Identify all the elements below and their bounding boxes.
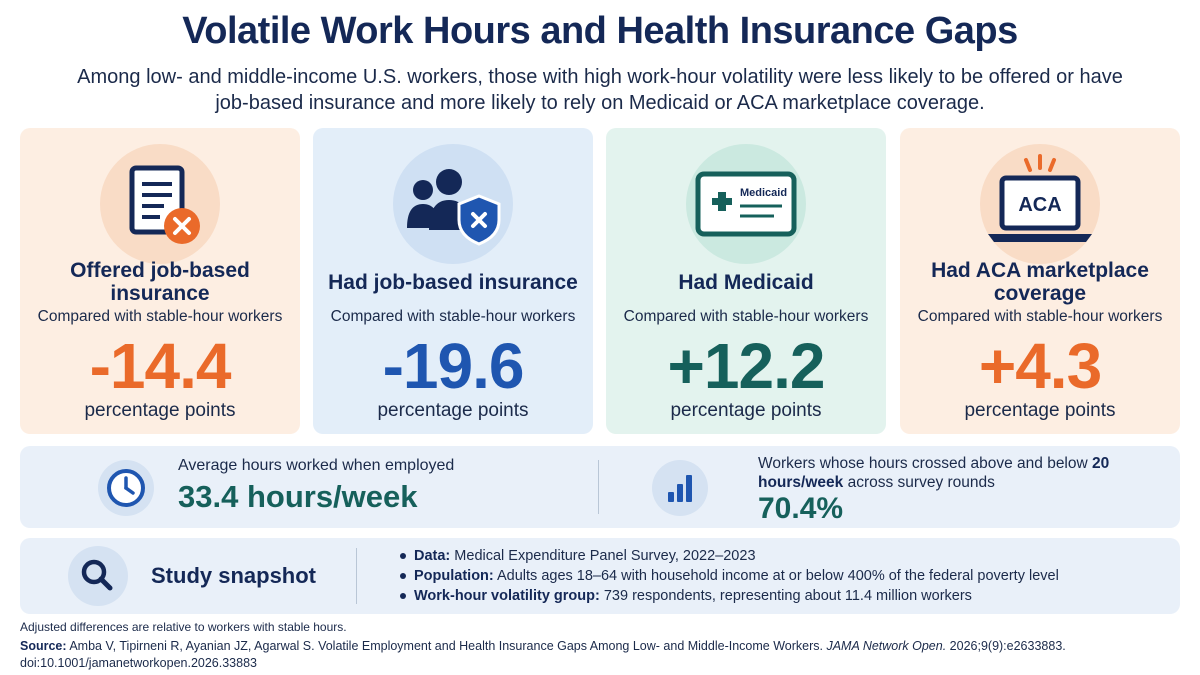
list-item: Data: Medical Expenditure Panel Survey, … <box>398 546 1168 566</box>
medicaid-card-icon: Medicaid <box>676 144 816 268</box>
card-title: Had Medicaid <box>678 270 814 294</box>
card-offered-job-insurance: Offered job-based insurance Compared wit… <box>20 128 300 434</box>
card-unit: percentage points <box>84 400 236 421</box>
card-value: +12.2 <box>667 330 826 402</box>
people-shield-icon <box>383 144 523 268</box>
average-hours-value: 33.4 hours/week <box>178 479 418 514</box>
list-item: Population: Adults ages 18–64 with house… <box>398 566 1168 586</box>
card-unit: percentage points <box>377 400 529 421</box>
snapshot-list: Data: Medical Expenditure Panel Survey, … <box>398 546 1168 606</box>
footnote: Adjusted differences are relative to wor… <box>20 620 347 634</box>
medicaid-card-text: Medicaid <box>740 187 787 199</box>
hours-crossing-label: Workers whose hours crossed above and be… <box>758 455 1110 491</box>
card-had-medicaid: Medicaid Had Medicaid Compared with stab… <box>606 128 886 434</box>
aca-laptop-text: ACA <box>1018 194 1061 216</box>
source-citation: Source: Amba V, Tipirneni R, Ayanian JZ,… <box>20 639 1066 670</box>
card-unit: percentage points <box>670 400 822 421</box>
list-item: Work-hour volatility group: 739 responde… <box>398 586 1168 606</box>
card-title: Had ACA marketplace coverage <box>931 259 1149 305</box>
stats-divider <box>598 460 599 514</box>
card-unit: percentage points <box>964 400 1116 421</box>
card-value: -19.6 <box>382 330 525 402</box>
snapshot-divider <box>356 548 357 604</box>
bar-chart-icon <box>652 460 708 516</box>
card-value: +4.3 <box>978 330 1102 402</box>
page-subtitle: Among low- and middle-income U.S. worker… <box>77 66 1123 114</box>
study-snapshot-panel: Study snapshot Data: Medical Expenditure… <box>20 538 1180 614</box>
aca-laptop-icon: ACA <box>970 144 1110 268</box>
hours-crossing-value: 70.4% <box>758 492 844 525</box>
card-comparison: Compared with stable-hour workers <box>917 308 1163 325</box>
card-title: Offered job-based insurance <box>70 259 250 305</box>
card-had-aca-coverage: ACA Had ACA marketplace coverage Compare… <box>900 128 1180 434</box>
card-title: Had job-based insurance <box>328 270 578 294</box>
stats-panel: Average hours worked when employed 33.4 … <box>20 446 1180 528</box>
magnifier-icon <box>68 546 128 606</box>
card-comparison: Compared with stable-hour workers <box>623 308 869 325</box>
card-comparison: Compared with stable-hour workers <box>330 308 576 325</box>
page-title: Volatile Work Hours and Health Insurance… <box>182 10 1018 52</box>
snapshot-title: Study snapshot <box>151 563 317 588</box>
stat-cards: Offered job-based insurance Compared wit… <box>20 128 1180 434</box>
card-value: -14.4 <box>89 330 232 402</box>
card-comparison: Compared with stable-hour workers <box>37 308 283 325</box>
clock-icon <box>98 460 154 516</box>
average-hours-label: Average hours worked when employed <box>178 457 455 474</box>
document-x-icon <box>90 144 230 268</box>
card-had-job-insurance: Had job-based insurance Compared with st… <box>313 128 593 434</box>
